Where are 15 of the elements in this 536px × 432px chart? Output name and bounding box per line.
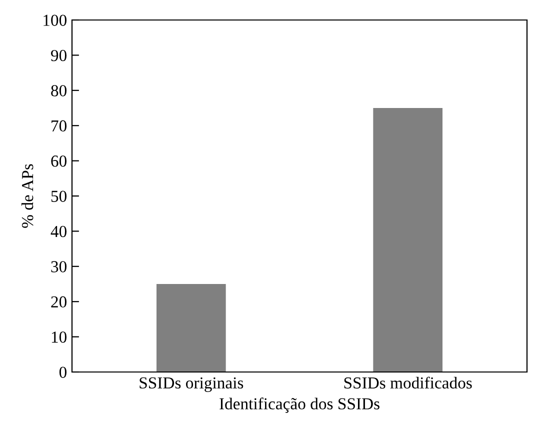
y-tick-label: 80 — [51, 85, 67, 96]
y-axis-title: % de APs — [21, 164, 34, 228]
x-axis-title: Identificação dos SSIDs — [220, 398, 380, 413]
y-tick-label: 70 — [52, 120, 67, 132]
y-tick-label: 100 — [44, 14, 67, 26]
y-tick-label: 20 — [51, 296, 67, 308]
y-tick-label: 30 — [51, 261, 67, 272]
y-tick-label: 10 — [52, 332, 67, 343]
y-tick-label: 40 — [50, 226, 67, 238]
x-tick-label: SSIDs modificados — [344, 376, 472, 389]
y-tick-label: 0 — [59, 366, 67, 378]
x-tick-label: SSIDs originais — [140, 377, 244, 392]
y-tick-label: 50 — [51, 190, 67, 202]
y-tick-label: 60 — [51, 156, 67, 167]
y-tick-label: 90 — [51, 50, 67, 62]
